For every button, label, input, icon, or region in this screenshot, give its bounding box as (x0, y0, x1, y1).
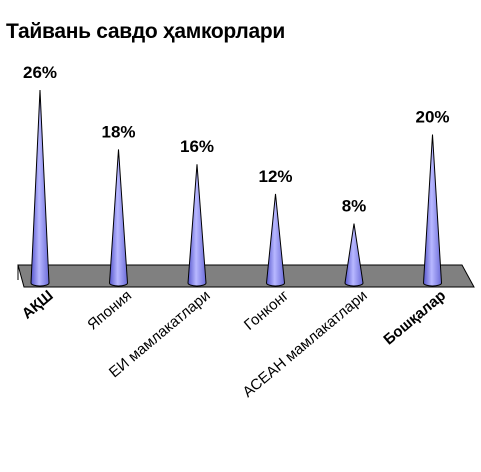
category-label-1: Япония (84, 287, 135, 334)
chart-floor (17, 264, 475, 288)
cone-bar-0 (30, 89, 50, 287)
cone-bar-2 (187, 164, 207, 287)
cone-series (30, 89, 443, 287)
floor-top (17, 264, 475, 288)
category-label-0: АҚШ (19, 287, 57, 323)
value-label-1: 18% (101, 122, 135, 141)
value-label-2: 16% (180, 137, 214, 156)
chart-title: Тайвань савдо ҳамкорлари (6, 20, 285, 43)
cone-bar-3 (265, 193, 286, 287)
cone-bar-1 (108, 149, 129, 287)
value-label-0: 26% (23, 63, 57, 82)
category-label-4: АСЕАН мамлакатлари (239, 287, 370, 401)
category-label-3: Гонконг (241, 287, 293, 334)
value-label-3: 12% (258, 167, 292, 186)
cone-bar-5 (422, 134, 443, 287)
value-label-4: 8% (342, 197, 367, 216)
value-labels: 26% 18% 16% 12% 8% 20% (23, 63, 450, 216)
cone-bar-4 (344, 223, 364, 287)
value-label-5: 20% (415, 108, 449, 127)
category-label-5: Бошқалар (380, 287, 449, 348)
